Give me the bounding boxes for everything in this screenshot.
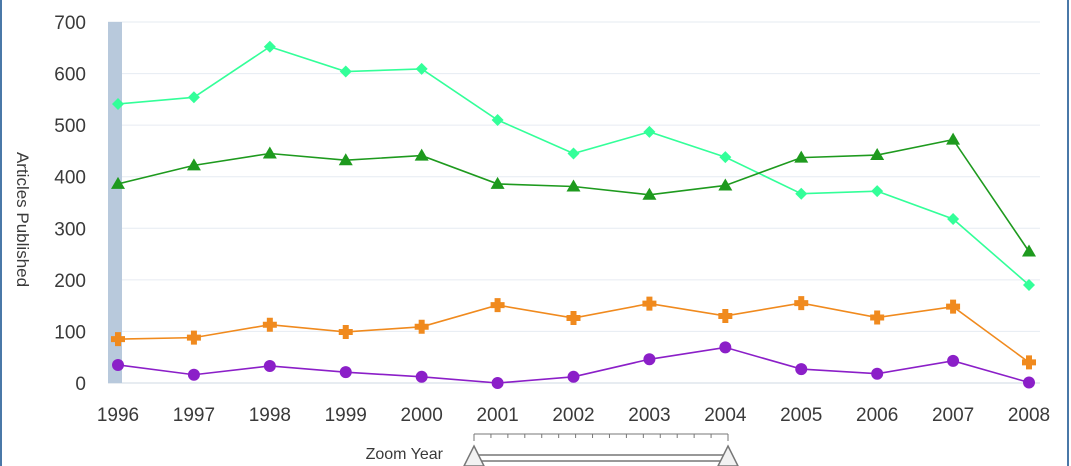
series-4-point-2007 (947, 354, 960, 367)
series-3-point-2002 (566, 311, 581, 326)
series-3-point-1997 (186, 330, 201, 345)
series-2-point-2000 (414, 148, 429, 161)
zoom-ruler-ticks (473, 433, 729, 441)
series-2-point-2003 (642, 187, 657, 200)
y-tick-300: 300 (54, 219, 86, 240)
x-tick-1999: 1999 (325, 405, 367, 426)
series-1-point-1999 (339, 65, 352, 78)
x-tick-2003: 2003 (628, 405, 670, 426)
series-1-point-1998 (263, 40, 276, 53)
series-3-point-2004 (718, 308, 733, 323)
x-tick-2004: 2004 (704, 405, 747, 426)
x-tick-2007: 2007 (932, 405, 974, 426)
x-tick-2005: 2005 (780, 405, 822, 426)
series-4-point-2002 (567, 370, 580, 383)
series-3-point-2007 (946, 299, 961, 314)
series-1-point-1997 (187, 91, 200, 104)
series-1 (112, 40, 1035, 292)
series-4-point-2005 (795, 363, 808, 376)
y-axis-title: Articles Published (13, 152, 32, 287)
series-1-point-2005 (795, 187, 808, 200)
series-3-point-1996 (111, 332, 125, 347)
x-tick-2001: 2001 (476, 405, 518, 426)
series-3-point-2005 (794, 296, 809, 311)
series-4-point-1997 (187, 368, 200, 381)
series-2-point-1996 (111, 176, 125, 189)
series-4-point-2006 (871, 367, 884, 380)
zoom-slider-track[interactable] (473, 454, 729, 462)
series-1-point-2007 (947, 213, 960, 226)
zoom-right-handle[interactable] (717, 444, 739, 466)
series-2-point-2002 (566, 179, 581, 192)
x-tick-labels: 1996 1997 1998 1999 2000 2001 2002 2003 2004 2005… (97, 405, 1050, 426)
series-3-point-2001 (490, 298, 505, 313)
series-1-point-2000 (415, 62, 428, 75)
series-3-point-2008 (1022, 355, 1036, 370)
series-2-point-2005 (794, 150, 809, 163)
series-1-point-2008 (1023, 279, 1035, 292)
series-1-point-2003 (643, 125, 656, 138)
series-3-point-2003 (642, 296, 657, 311)
series-1-point-2006 (871, 185, 884, 198)
series-3-point-2006 (870, 310, 885, 325)
x-tick-2008: 2008 (1008, 405, 1050, 426)
series-4-point-2008 (1023, 376, 1035, 389)
series-2-point-1997 (186, 158, 201, 171)
series-3-point-1999 (338, 324, 353, 339)
series-1-point-1996 (112, 97, 124, 110)
y-tick-700: 700 (54, 13, 86, 34)
x-tick-2006: 2006 (856, 405, 898, 426)
y-tick-500: 500 (54, 116, 86, 137)
zoom-year-control: Zoom Year (366, 433, 739, 466)
series-4-point-1998 (263, 359, 276, 372)
series-3-point-1998 (262, 317, 277, 332)
series-3-point-2000 (414, 319, 429, 334)
y-tick-600: 600 (54, 65, 86, 86)
y-tick-200: 200 (54, 271, 86, 292)
x-tick-1998: 1998 (249, 405, 291, 426)
series-4-point-1996 (112, 358, 124, 371)
y-tick-labels: 0 100 200 300 400 500 600 700 (54, 13, 86, 395)
x-tick-2002: 2002 (552, 405, 594, 426)
y-tick-100: 100 (54, 322, 86, 343)
series-4-point-1999 (339, 366, 352, 379)
series-2-point-1998 (262, 146, 277, 159)
series-4-point-2000 (415, 370, 428, 383)
y-tick-0: 0 (75, 374, 86, 395)
series-2-point-1999 (338, 153, 353, 166)
series-2-point-2006 (870, 148, 885, 161)
x-tick-2000: 2000 (401, 405, 443, 426)
series-2-point-2007 (946, 132, 961, 145)
x-tick-1996: 1996 (97, 405, 139, 426)
zoom-year-label: Zoom Year (366, 446, 444, 463)
series-1-line (117, 45, 1030, 286)
zoom-left-handle[interactable] (463, 444, 485, 466)
series-2-point-2001 (490, 176, 505, 189)
series-4-point-2004 (719, 341, 732, 354)
series-4-point-2003 (643, 353, 656, 366)
series-3 (111, 296, 1036, 370)
series-1-point-2001 (491, 113, 504, 126)
series-2-point-2008 (1022, 244, 1036, 257)
series-4-point-2001 (491, 377, 504, 389)
y-tick-400: 400 (54, 168, 86, 189)
series-1-point-2002 (567, 147, 580, 160)
series-4 (112, 341, 1035, 389)
series-group (111, 40, 1036, 389)
vertical-axis-bar (108, 22, 122, 383)
series-2 (111, 132, 1036, 257)
series-1-point-2004 (719, 151, 732, 164)
gridlines (108, 21, 1040, 384)
x-tick-1997: 1997 (173, 405, 215, 426)
series-2-point-2004 (718, 178, 733, 191)
